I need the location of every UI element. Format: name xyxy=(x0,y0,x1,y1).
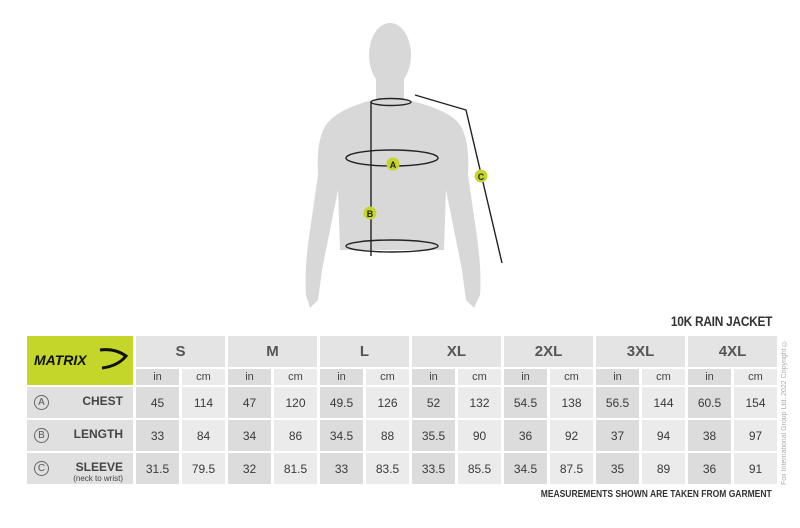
cell-m-cm: 120 xyxy=(274,387,317,418)
cell-xl-cm: 90 xyxy=(458,420,501,451)
cell-s-cm: 114 xyxy=(182,387,225,418)
size-header-l: L xyxy=(320,336,409,367)
measurement-note: (neck to wrist) xyxy=(73,474,123,483)
hem-line xyxy=(345,239,439,253)
cell-s-in: 45 xyxy=(136,387,179,418)
marker-circle-icon: C xyxy=(34,461,49,476)
cell-s-cm: 79.5 xyxy=(182,453,225,484)
cell-l-cm: 126 xyxy=(366,387,409,418)
cell-s-in: 31.5 xyxy=(136,453,179,484)
marker-b: B xyxy=(363,206,377,220)
unit-in: in xyxy=(136,369,179,385)
cell-2xl-in: 54.5 xyxy=(504,387,547,418)
cell-s-cm: 84 xyxy=(182,420,225,451)
cell-4xl-cm: 97 xyxy=(734,420,777,451)
unit-cm: cm xyxy=(274,369,317,385)
cell-3xl-in: 56.5 xyxy=(596,387,639,418)
sleeve-line xyxy=(414,94,503,264)
cell-3xl-in: 35 xyxy=(596,453,639,484)
svg-text:MATRIX: MATRIX xyxy=(34,352,88,368)
size-header-4xl: 4XL xyxy=(688,336,777,367)
cell-xl-in: 35.5 xyxy=(412,420,455,451)
unit-in: in xyxy=(412,369,455,385)
cell-l-cm: 83.5 xyxy=(366,453,409,484)
cell-m-cm: 86 xyxy=(274,420,317,451)
svg-text:A: A xyxy=(390,160,397,170)
unit-cm: cm xyxy=(642,369,685,385)
row-label: C SLEEVE (neck to wrist) xyxy=(27,453,133,484)
cell-xl-cm: 132 xyxy=(458,387,501,418)
cell-l-in: 34.5 xyxy=(320,420,363,451)
unit-in: in xyxy=(228,369,271,385)
cell-4xl-cm: 154 xyxy=(734,387,777,418)
marker-circle-icon: A xyxy=(34,395,49,410)
marker-a: A xyxy=(386,157,400,171)
marker-circle-icon: B xyxy=(34,428,49,443)
unit-cm: cm xyxy=(550,369,593,385)
product-title: 10K RAIN JACKET xyxy=(670,313,773,329)
unit-cm: cm xyxy=(734,369,777,385)
svg-text:B: B xyxy=(367,209,374,219)
body-measurement-figure: A B C xyxy=(305,23,503,308)
measurement-name: CHEST xyxy=(82,394,123,408)
cell-l-cm: 88 xyxy=(366,420,409,451)
cell-xl-in: 33.5 xyxy=(412,453,455,484)
unit-cm: cm xyxy=(366,369,409,385)
cell-4xl-in: 36 xyxy=(688,453,731,484)
svg-text:C: C xyxy=(478,172,485,182)
size-header-xl: XL xyxy=(412,336,501,367)
cell-4xl-in: 38 xyxy=(688,420,731,451)
brand-logo: MATRIX xyxy=(27,336,133,385)
unit-in: in xyxy=(320,369,363,385)
cell-2xl-cm: 87.5 xyxy=(550,453,593,484)
cell-m-in: 47 xyxy=(228,387,271,418)
cell-3xl-in: 37 xyxy=(596,420,639,451)
size-header-m: M xyxy=(228,336,317,367)
cell-4xl-cm: 91 xyxy=(734,453,777,484)
measurement-name: SLEEVE xyxy=(75,460,123,474)
cell-2xl-in: 36 xyxy=(504,420,547,451)
cell-xl-in: 52 xyxy=(412,387,455,418)
unit-in: in xyxy=(596,369,639,385)
cell-l-in: 49.5 xyxy=(320,387,363,418)
copyright: Fox International Group Ltd. 2022 Copyri… xyxy=(781,339,788,485)
size-header-s: S xyxy=(136,336,225,367)
cell-m-cm: 81.5 xyxy=(274,453,317,484)
cell-3xl-cm: 89 xyxy=(642,453,685,484)
marker-c: C xyxy=(474,169,488,183)
body-silhouette xyxy=(305,23,481,308)
cell-2xl-in: 34.5 xyxy=(504,453,547,484)
size-header-3xl: 3XL xyxy=(596,336,685,367)
cell-l-in: 33 xyxy=(320,453,363,484)
row-label: A CHEST xyxy=(27,387,133,418)
unit-cm: cm xyxy=(458,369,501,385)
measurement-name: LENGTH xyxy=(73,427,123,441)
row-label: B LENGTH xyxy=(27,420,133,451)
cell-4xl-in: 60.5 xyxy=(688,387,731,418)
unit-cm: cm xyxy=(182,369,225,385)
cell-2xl-cm: 92 xyxy=(550,420,593,451)
unit-in: in xyxy=(504,369,547,385)
footer-note: MEASUREMENTS SHOWN ARE TAKEN FROM GARMEN… xyxy=(541,489,772,500)
cell-xl-cm: 85.5 xyxy=(458,453,501,484)
cell-s-in: 33 xyxy=(136,420,179,451)
size-header-2xl: 2XL xyxy=(504,336,593,367)
cell-3xl-cm: 144 xyxy=(642,387,685,418)
unit-in: in xyxy=(688,369,731,385)
cell-2xl-cm: 138 xyxy=(550,387,593,418)
size-chart-table: MATRIX S M L XL 2XL 3XL 4XL in cm in cm in cm… xyxy=(24,334,780,486)
cell-m-in: 34 xyxy=(228,420,271,451)
cell-3xl-cm: 94 xyxy=(642,420,685,451)
cell-m-in: 32 xyxy=(228,453,271,484)
